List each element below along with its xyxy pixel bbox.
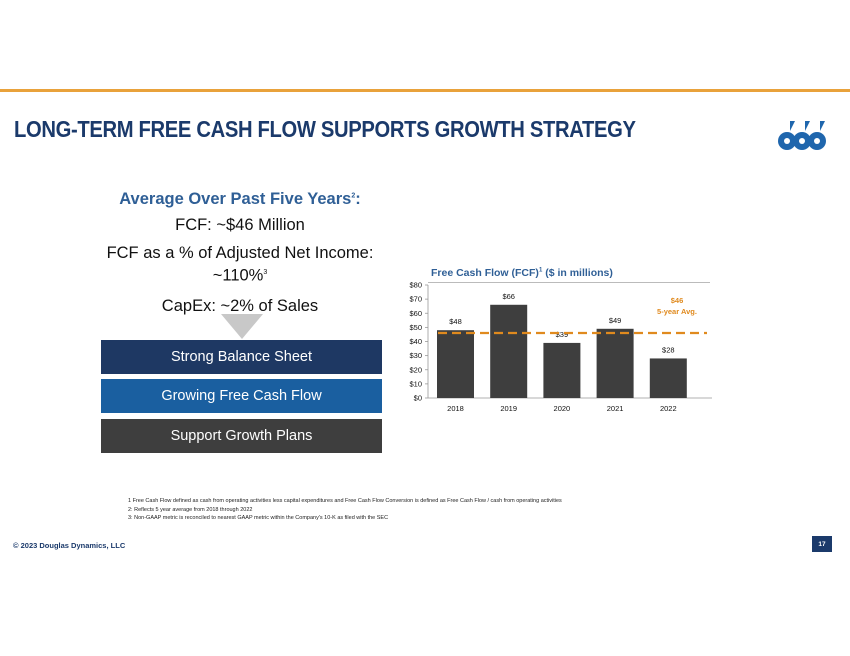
fcf-bar-chart: $0 $10 $20 $30 $40 $50 $60 $70 $80 $48 2018 $66 2019…: [409, 281, 712, 413]
footnote-ref: 3: [263, 269, 268, 276]
y-tick-label: $10: [409, 379, 422, 388]
bar-2020: [543, 342, 581, 398]
bar-2021: [596, 328, 634, 398]
average-value-label: $46: [671, 296, 684, 305]
y-tick-label: $80: [409, 281, 422, 290]
average-text-label: 5-year Avg.: [657, 307, 697, 316]
slide-title: LONG-TERM FREE CASH FLOW SUPPORTS GROWTH…: [14, 116, 636, 142]
pillar-strong-balance-sheet: Strong Balance Sheet: [101, 340, 382, 374]
five-year-summary: Average Over Past Five Years2: FCF: ~$46…: [90, 190, 390, 316]
data-label-2018: $48: [449, 317, 462, 326]
fcf-pct-label: FCF as a % of Adjusted Net Income:: [106, 244, 374, 262]
y-tick-label: $50: [409, 323, 422, 332]
chart-title-rule: [428, 282, 710, 283]
fcf-pct-value: ~110%3: [212, 266, 268, 285]
x-tick-label-2018: 2018: [447, 404, 464, 413]
x-tick-label-2022: 2022: [660, 404, 677, 413]
x-tick-label-2020: 2020: [554, 404, 571, 413]
pillar-growing-free-cash-flow: Growing Free Cash Flow: [101, 379, 382, 413]
y-tick-label: $70: [409, 295, 422, 304]
footnotes: 1 Free Cash Flow defined as cash from op…: [128, 497, 562, 523]
footnote-ref: 1: [538, 267, 543, 274]
footnote-2: 2: Reflects 5 year average from 2018 thr…: [128, 506, 253, 513]
page-number: 17: [812, 536, 832, 552]
y-tick-label: $20: [409, 365, 422, 374]
copyright: © 2023 Douglas Dynamics, LLC: [13, 541, 126, 550]
summary-heading: Average Over Past Five Years2:: [119, 190, 361, 208]
footnote-3: 3: Non-GAAP metric is reconciled to near…: [128, 515, 389, 521]
top-accent-rule: [0, 89, 850, 92]
douglas-dynamics-logo-icon: [778, 121, 826, 150]
data-label-2022: $28: [662, 345, 675, 354]
y-tick-label: $30: [409, 351, 422, 360]
down-arrow-icon: [221, 314, 263, 339]
x-tick-label-2019: 2019: [500, 404, 517, 413]
data-label-2021: $49: [609, 316, 622, 325]
capex-average: CapEx: ~2% of Sales: [161, 296, 319, 315]
y-tick-label: $40: [409, 337, 422, 346]
bar-2022: [649, 358, 687, 398]
bar-2018: [437, 330, 474, 398]
fcf-average: FCF: ~$46 Million: [175, 216, 305, 234]
data-label-2020: $39: [556, 330, 569, 339]
footnote-ref: 2: [351, 192, 356, 200]
bar-2019: [490, 304, 528, 398]
y-tick-label: $0: [414, 394, 422, 403]
data-label-2019: $66: [502, 292, 515, 301]
pillar-support-growth-plans: Support Growth Plans: [101, 419, 382, 453]
chart-title: Free Cash Flow (FCF)1 ($ in millions): [431, 267, 613, 279]
footnote-1: 1 Free Cash Flow defined as cash from op…: [128, 498, 562, 504]
x-tick-label-2021: 2021: [607, 404, 624, 413]
y-tick-label: $60: [409, 309, 422, 318]
